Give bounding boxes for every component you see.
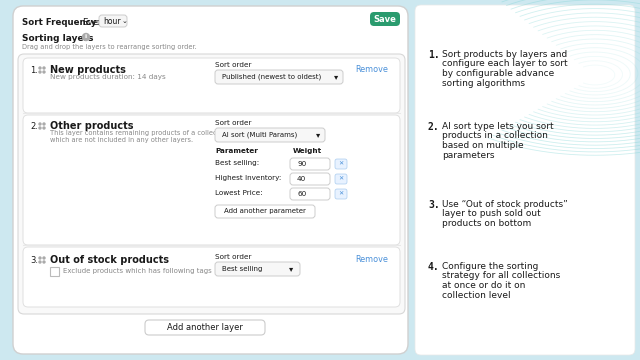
Circle shape xyxy=(43,71,45,73)
FancyBboxPatch shape xyxy=(13,6,408,354)
Text: Sort order: Sort order xyxy=(215,120,252,126)
FancyBboxPatch shape xyxy=(23,58,400,113)
Text: i: i xyxy=(85,35,87,40)
Text: ✕: ✕ xyxy=(339,192,344,197)
Text: 1.: 1. xyxy=(30,66,38,75)
FancyBboxPatch shape xyxy=(335,189,347,199)
Circle shape xyxy=(43,257,45,259)
Text: at once or do it on: at once or do it on xyxy=(442,281,525,290)
Circle shape xyxy=(43,123,45,125)
Text: Sort Frequency:: Sort Frequency: xyxy=(22,18,100,27)
Text: ▾: ▾ xyxy=(334,72,339,81)
Circle shape xyxy=(39,257,41,259)
Circle shape xyxy=(39,261,41,263)
Circle shape xyxy=(39,127,41,129)
Text: Parameter: Parameter xyxy=(215,148,258,154)
FancyBboxPatch shape xyxy=(215,205,315,218)
FancyBboxPatch shape xyxy=(290,173,330,185)
Text: Lowest Price:: Lowest Price: xyxy=(215,190,263,196)
Text: ▾: ▾ xyxy=(316,130,320,139)
Text: which are not included in any other layers.: which are not included in any other laye… xyxy=(50,137,193,143)
FancyBboxPatch shape xyxy=(215,70,343,84)
Text: Weight: Weight xyxy=(293,148,322,154)
Text: Out of stock products: Out of stock products xyxy=(50,255,169,265)
Text: ✕: ✕ xyxy=(339,176,344,181)
Circle shape xyxy=(39,71,41,73)
Text: 2.: 2. xyxy=(30,122,38,131)
Text: Other products: Other products xyxy=(50,121,134,131)
Text: 2.: 2. xyxy=(428,122,440,132)
Text: Configure the sorting: Configure the sorting xyxy=(442,262,538,271)
Text: Published (newest to oldest): Published (newest to oldest) xyxy=(222,74,321,80)
Text: Use “Out of stock products”: Use “Out of stock products” xyxy=(442,200,568,209)
Text: Sorting layers: Sorting layers xyxy=(22,34,93,43)
Text: Save: Save xyxy=(374,14,396,23)
Text: strategy for all collections: strategy for all collections xyxy=(442,271,560,280)
Text: Add another layer: Add another layer xyxy=(167,323,243,332)
Text: 3.: 3. xyxy=(30,256,38,265)
Text: parameters: parameters xyxy=(442,150,495,159)
FancyBboxPatch shape xyxy=(23,115,400,245)
FancyBboxPatch shape xyxy=(145,320,265,335)
FancyBboxPatch shape xyxy=(415,5,635,355)
Text: collection level: collection level xyxy=(442,291,511,300)
Circle shape xyxy=(39,67,41,69)
Circle shape xyxy=(39,123,41,125)
Text: AI sort type lets you sort: AI sort type lets you sort xyxy=(442,122,554,131)
Text: 90: 90 xyxy=(297,161,307,167)
Text: ✕: ✕ xyxy=(339,162,344,166)
Circle shape xyxy=(43,127,45,129)
Text: Sort order: Sort order xyxy=(215,254,252,260)
Text: Remove: Remove xyxy=(355,255,388,264)
FancyBboxPatch shape xyxy=(335,174,347,184)
Text: ⌄: ⌄ xyxy=(122,18,128,24)
FancyBboxPatch shape xyxy=(23,247,400,307)
Text: New products duration: 14 days: New products duration: 14 days xyxy=(50,74,166,80)
Text: AI sort (Multi Params): AI sort (Multi Params) xyxy=(222,132,297,138)
FancyBboxPatch shape xyxy=(290,158,330,170)
Text: layer to push sold out: layer to push sold out xyxy=(442,210,541,219)
FancyBboxPatch shape xyxy=(215,262,300,276)
Circle shape xyxy=(83,33,90,40)
Text: Drag and drop the layers to rearrange sorting order.: Drag and drop the layers to rearrange so… xyxy=(22,44,196,50)
FancyBboxPatch shape xyxy=(215,128,325,142)
FancyBboxPatch shape xyxy=(335,159,347,169)
Text: based on multiple: based on multiple xyxy=(442,141,524,150)
Text: Highest Inventory:: Highest Inventory: xyxy=(215,175,282,181)
Text: Sort order: Sort order xyxy=(215,62,252,68)
Text: products in a collection: products in a collection xyxy=(442,131,548,140)
Circle shape xyxy=(43,67,45,69)
Bar xyxy=(50,267,59,276)
Text: sorting algorithms: sorting algorithms xyxy=(442,78,525,87)
Text: New products: New products xyxy=(50,65,126,75)
Text: Best selling:: Best selling: xyxy=(215,160,259,166)
Text: Sort products by layers and: Sort products by layers and xyxy=(442,50,567,59)
Text: Every: Every xyxy=(82,18,107,27)
Text: 40: 40 xyxy=(297,176,307,182)
Text: 3.: 3. xyxy=(428,200,440,210)
Text: Remove: Remove xyxy=(355,65,388,74)
Text: products on bottom: products on bottom xyxy=(442,219,531,228)
Circle shape xyxy=(43,261,45,263)
Text: configure each layer to sort: configure each layer to sort xyxy=(442,59,568,68)
FancyBboxPatch shape xyxy=(290,188,330,200)
Text: Add another parameter: Add another parameter xyxy=(224,208,306,215)
Text: Best selling: Best selling xyxy=(222,266,262,272)
Text: 1.: 1. xyxy=(428,50,440,60)
Text: ▾: ▾ xyxy=(289,265,293,274)
FancyBboxPatch shape xyxy=(370,12,400,26)
FancyBboxPatch shape xyxy=(99,15,127,27)
Text: This layer contains remaining products of a collection: This layer contains remaining products o… xyxy=(50,130,230,136)
Text: hour: hour xyxy=(103,17,120,26)
Text: Exclude products which has following tags: Exclude products which has following tag… xyxy=(63,269,212,274)
FancyBboxPatch shape xyxy=(18,54,405,314)
Text: 4.: 4. xyxy=(428,262,440,272)
Text: by configurable advance: by configurable advance xyxy=(442,69,554,78)
Text: 60: 60 xyxy=(297,191,307,197)
